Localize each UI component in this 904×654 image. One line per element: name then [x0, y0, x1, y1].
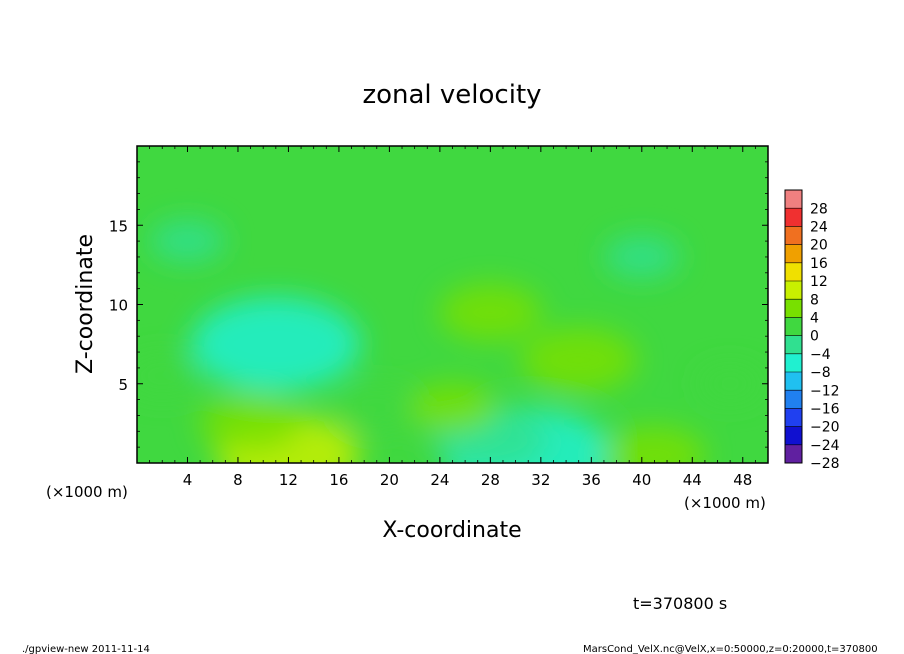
x-tick-label: 12	[279, 471, 298, 489]
heatmap-field	[137, 146, 768, 463]
y-tick-label: 15	[109, 217, 128, 235]
colorbar-swatch	[785, 390, 802, 409]
heatmap-blobs	[137, 220, 762, 463]
colorbar-label: −12	[810, 383, 840, 399]
x-unit-label: (×1000 m)	[46, 483, 128, 501]
chart-title: zonal velocity	[362, 80, 541, 110]
colorbar-label: 4	[810, 311, 819, 327]
colorbar-swatch	[785, 190, 802, 209]
heatmap-region-9	[407, 382, 498, 433]
heatmap-region-2	[149, 220, 226, 263]
heatmap-region-8	[439, 283, 542, 341]
heatmap-region-1	[190, 296, 361, 392]
colorbar-swatch	[785, 208, 802, 227]
colorbar-swatch	[785, 335, 802, 355]
colorbar-label: 16	[810, 256, 828, 272]
x-tick-label: 24	[430, 471, 449, 489]
time-annotation: t=370800 s	[633, 594, 727, 613]
colorbar-label: −28	[810, 456, 840, 472]
x-axis-ticks: 4 8 12 16 20 24 28 32 36 40 44 48	[149, 146, 756, 489]
colorbar-swatch	[785, 262, 802, 282]
colorbar-swatch	[785, 372, 802, 391]
colorbar-swatch	[785, 426, 802, 446]
colorbar-swatch	[785, 444, 802, 464]
colorbar-label: −4	[810, 347, 831, 363]
x-tick-label: 36	[582, 471, 601, 489]
colorbar-swatch	[785, 353, 802, 373]
x-tick-label: 20	[380, 471, 399, 489]
colorbar: 28 24 20 16 12 8 4 0 −4 −8 −12 −16 −20 −24 −28	[784, 189, 840, 472]
heatmap-region-12	[699, 366, 762, 401]
x-tick-label: 44	[683, 471, 702, 489]
x-tick-label: 32	[531, 471, 550, 489]
colorbar-label: 12	[810, 274, 828, 290]
colorbar-label: 0	[810, 329, 819, 345]
colorbar-label: −20	[810, 420, 840, 436]
colorbar-label: 8	[810, 292, 819, 308]
colorbar-swatch	[785, 244, 802, 264]
colorbar-label: −16	[810, 402, 840, 418]
colorbar-swatch	[785, 299, 802, 318]
x-tick-label: 16	[329, 471, 348, 489]
heatmap-region-7	[520, 327, 637, 393]
y-axis-ticks: 5 10 15	[109, 161, 768, 448]
colorbar-swatch	[785, 281, 802, 300]
heatmap-region-4	[199, 394, 302, 452]
colorbar-swatch	[785, 408, 802, 427]
colorbar-label: 24	[810, 220, 828, 236]
x-tick-label: 48	[733, 471, 752, 489]
y-unit-label: (×1000 m)	[684, 494, 766, 512]
x-tick-label: 40	[632, 471, 651, 489]
colorbar-swatch	[785, 226, 802, 245]
heatmap-region-13	[137, 354, 201, 397]
heatmap-region-11	[603, 426, 706, 463]
heatmap-region-10	[338, 386, 415, 429]
colorbar-swatch	[785, 317, 802, 336]
heatmap-region-14	[604, 235, 680, 278]
y-tick-label: 10	[109, 297, 128, 315]
x-tick-label: 4	[183, 471, 193, 489]
y-tick-label: 5	[118, 376, 128, 394]
x-axis-label: X-coordinate	[382, 518, 521, 543]
colorbar-label: −24	[810, 438, 840, 454]
colorbar-label: −8	[810, 365, 831, 381]
footer-left-text: ./gpview-new 2011-11-14	[22, 644, 150, 654]
footer-right-text: MarsCond_VelX.nc@VelX,x=0:50000,z=0:2000…	[583, 644, 878, 654]
x-tick-label: 28	[481, 471, 500, 489]
x-tick-label: 8	[233, 471, 243, 489]
y-axis-label: Z-coordinate	[73, 234, 98, 374]
colorbar-label: 20	[810, 238, 828, 254]
colorbar-label: 28	[810, 201, 828, 217]
